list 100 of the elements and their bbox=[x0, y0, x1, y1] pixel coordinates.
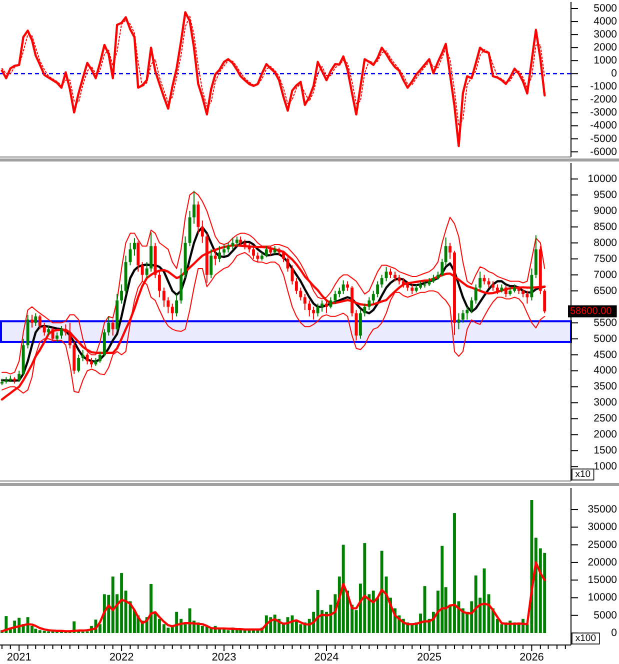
candlestick bbox=[68, 322, 72, 349]
candlestick bbox=[132, 238, 136, 256]
y-tick-label: -3000 bbox=[590, 106, 618, 119]
bar bbox=[226, 630, 230, 634]
y-axis-title: x100 bbox=[575, 633, 596, 644]
candlestick bbox=[482, 274, 486, 285]
candlestick bbox=[56, 332, 58, 342]
x-tick-label: 2023 bbox=[212, 652, 236, 664]
candlestick bbox=[372, 290, 375, 304]
y-tick-label: 20000 bbox=[588, 556, 618, 568]
candlestick bbox=[316, 303, 320, 317]
y-tick-label: 4500 bbox=[594, 348, 618, 361]
candlestick bbox=[226, 242, 230, 253]
candlestick bbox=[410, 284, 414, 295]
candlestick bbox=[466, 306, 469, 320]
bar bbox=[299, 624, 302, 634]
bar bbox=[111, 576, 114, 634]
candlestick bbox=[358, 310, 362, 340]
candlestick bbox=[334, 290, 337, 304]
bar bbox=[166, 628, 170, 634]
candlestick bbox=[231, 238, 234, 250]
y-tick-label: 0 bbox=[611, 627, 618, 640]
y-tick-label: 2000 bbox=[594, 428, 618, 441]
y-tick-label: 25000 bbox=[588, 538, 618, 551]
candlestick bbox=[303, 294, 306, 311]
candlestick bbox=[448, 242, 452, 260]
y-tick-label: 30000 bbox=[588, 521, 618, 534]
y-tick-label: 2000 bbox=[594, 42, 618, 54]
candlestick bbox=[200, 220, 204, 244]
y-tick-label: 1500 bbox=[594, 444, 618, 457]
candlestick bbox=[175, 294, 178, 317]
candlestick bbox=[111, 319, 114, 336]
y-tick-label: -5000 bbox=[590, 132, 618, 145]
candlestick bbox=[461, 310, 464, 324]
candlestick bbox=[30, 314, 34, 328]
y-tick-label: 8500 bbox=[594, 220, 618, 233]
y-tick-label: 7000 bbox=[594, 268, 618, 281]
y-tick-label: 8000 bbox=[594, 236, 618, 249]
bar bbox=[150, 584, 153, 634]
candlestick bbox=[218, 246, 222, 263]
candlestick bbox=[470, 296, 474, 314]
x-tick-label: 2026 bbox=[519, 652, 544, 664]
candlestick bbox=[380, 274, 384, 288]
y-tick-label: 10000 bbox=[588, 592, 618, 604]
y-tick-label: -1000 bbox=[590, 80, 618, 93]
candlestick bbox=[504, 286, 508, 298]
candlestick bbox=[81, 349, 84, 362]
bar bbox=[372, 590, 375, 634]
candlestick bbox=[376, 280, 380, 298]
y-tick-label: 0 bbox=[611, 68, 618, 80]
candlestick bbox=[389, 268, 392, 279]
candlestick bbox=[136, 240, 140, 272]
candlestick bbox=[406, 280, 410, 292]
bar bbox=[543, 552, 546, 634]
candlestick bbox=[235, 236, 238, 247]
x-tick-label: 2024 bbox=[314, 652, 339, 664]
bar bbox=[316, 590, 320, 634]
bar bbox=[256, 630, 260, 634]
y-tick-label: 6500 bbox=[594, 284, 618, 297]
y-tick-label: 9500 bbox=[594, 188, 618, 201]
bar bbox=[34, 628, 38, 634]
candlestick bbox=[299, 287, 302, 301]
candlestick bbox=[474, 284, 478, 304]
line-series bbox=[0, 561, 546, 632]
candlestick bbox=[42, 322, 46, 336]
candlestick bbox=[77, 354, 80, 373]
candlestick bbox=[440, 258, 444, 277]
bar bbox=[363, 543, 366, 634]
y-tick-label: -4000 bbox=[590, 120, 618, 132]
candlestick bbox=[342, 280, 345, 295]
candlestick bbox=[34, 312, 38, 326]
candlestick bbox=[530, 268, 534, 301]
x-tick-label: 2021 bbox=[6, 652, 32, 664]
candlestick bbox=[98, 351, 102, 364]
candlestick bbox=[51, 327, 54, 342]
x-tick-label: 2022 bbox=[109, 652, 134, 664]
candlestick bbox=[170, 303, 174, 320]
candlestick bbox=[38, 314, 42, 330]
candlestick bbox=[60, 325, 63, 340]
y-tick-label: 5000 bbox=[594, 332, 618, 345]
candlestick bbox=[150, 232, 153, 272]
annotation: 58600.00 bbox=[570, 306, 612, 317]
candlestick bbox=[329, 296, 332, 309]
y-tick-label: 3500 bbox=[594, 380, 618, 393]
candlestick bbox=[312, 306, 316, 320]
candlestick bbox=[140, 262, 144, 282]
candlestick bbox=[394, 271, 396, 282]
candlestick bbox=[346, 280, 350, 292]
candlestick bbox=[86, 352, 89, 365]
candlestick bbox=[18, 370, 21, 382]
candlestick bbox=[325, 300, 328, 314]
y-tick-label: 5000 bbox=[594, 609, 618, 622]
candlestick bbox=[526, 290, 529, 304]
candlestick bbox=[107, 316, 110, 336]
bar bbox=[42, 630, 46, 634]
x-tick-label: 2025 bbox=[416, 652, 442, 664]
bar bbox=[440, 546, 444, 634]
candlestick bbox=[457, 312, 460, 330]
y-tick-label: 35000 bbox=[588, 504, 618, 516]
candlestick bbox=[158, 271, 161, 298]
